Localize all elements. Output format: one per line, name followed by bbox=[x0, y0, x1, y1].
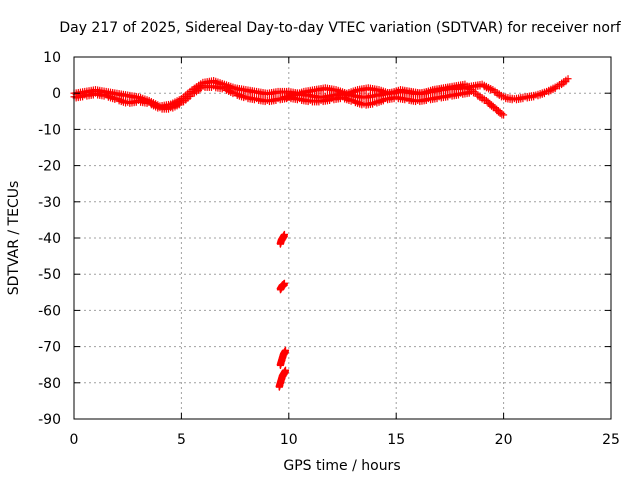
y-tick-label: -70 bbox=[38, 340, 61, 356]
data-point bbox=[564, 75, 572, 83]
x-tick-label: 25 bbox=[602, 432, 620, 448]
chart-title: Day 217 of 2025, Sidereal Day-to-day VTE… bbox=[59, 20, 621, 36]
y-tick-label: -10 bbox=[38, 122, 61, 138]
data-point bbox=[282, 366, 290, 374]
data-point bbox=[282, 346, 290, 354]
y-tick-label: -90 bbox=[38, 412, 61, 428]
y-tick-label: 10 bbox=[43, 50, 61, 66]
x-tick-label: 5 bbox=[177, 432, 186, 448]
y-tick-label: -50 bbox=[38, 267, 61, 283]
y-tick-label: -60 bbox=[38, 303, 61, 319]
data-point bbox=[281, 230, 289, 238]
x-tick-label: 15 bbox=[387, 432, 405, 448]
x-tick-label: 10 bbox=[280, 432, 298, 448]
data-points bbox=[70, 75, 572, 391]
x-tick-label: 0 bbox=[70, 432, 79, 448]
y-tick-label: -80 bbox=[38, 376, 61, 392]
data-point bbox=[500, 111, 508, 119]
x-tick-label: 20 bbox=[495, 432, 513, 448]
x-axis-label: GPS time / hours bbox=[283, 458, 400, 474]
y-axis-label: SDTVAR / TECUs bbox=[6, 181, 22, 296]
y-tick-label: -40 bbox=[38, 231, 61, 247]
grid bbox=[74, 57, 611, 419]
y-tick-label: -30 bbox=[38, 195, 61, 211]
y-tick-label: -20 bbox=[38, 159, 61, 175]
y-tick-label: 0 bbox=[52, 86, 61, 102]
data-point bbox=[281, 279, 289, 287]
axis-ticks: 0 5 10 15 20 25 10 0 -10 -20 -30 -40 -50 -60 -70 -80 -90 bbox=[38, 50, 620, 448]
